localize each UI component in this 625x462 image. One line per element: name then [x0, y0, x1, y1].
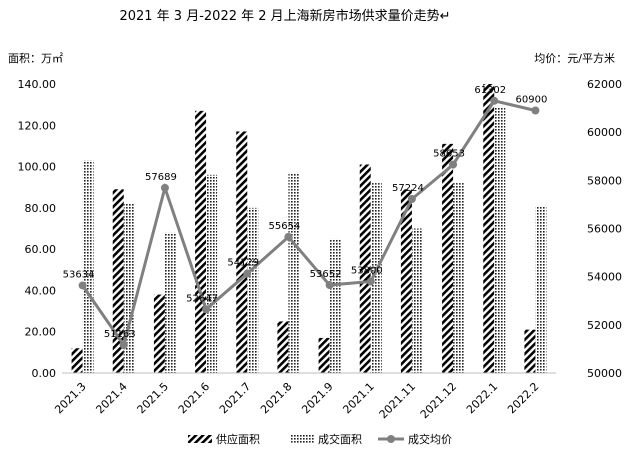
- x-tick-label: 2022.2: [505, 380, 541, 416]
- bar-series-group: [71, 84, 547, 373]
- x-tick-label: 2021.5: [135, 380, 171, 416]
- y-left-tick-label: 0.00: [32, 367, 57, 380]
- data-label-avg-price: 57689: [145, 172, 177, 183]
- bar-supply-area: [112, 189, 124, 373]
- x-tick-label: 2021.7: [217, 380, 253, 416]
- legend: 供应面积 成交面积 成交均价: [188, 432, 452, 446]
- data-label-avg-price: 53634: [63, 269, 95, 280]
- bar-deal-area: [535, 205, 547, 373]
- line-point-avg-price: [243, 269, 252, 278]
- legend-label-supply: 供应面积: [216, 432, 260, 446]
- x-axis-ticks: 2021.3 2021.4 2021.5 2021.6 2021.7 2021.8 2021…: [52, 380, 541, 421]
- legend-swatch-deal: [290, 435, 314, 443]
- y-left-tick-label: 120.00: [18, 119, 57, 132]
- bar-supply-area: [153, 294, 165, 373]
- y-axis-left-label: 面积：万㎡: [8, 52, 63, 65]
- line-point-avg-price: [490, 96, 499, 105]
- x-tick-label: 2021.6: [176, 380, 212, 416]
- data-label-avg-price: 51163: [104, 329, 136, 340]
- bar-supply-area: [236, 131, 248, 373]
- y-left-tick-label: 100.00: [18, 161, 57, 174]
- data-label-avg-price: 52647: [186, 293, 218, 304]
- bar-supply-area: [483, 84, 495, 373]
- line-point-avg-price: [202, 305, 211, 314]
- data-label-avg-price: 61302: [474, 85, 506, 96]
- x-tick-label: 2021.1: [340, 380, 376, 416]
- line-point-avg-price: [531, 106, 540, 115]
- bar-deal-area: [453, 183, 465, 373]
- y-right-tick-label: 58000: [587, 174, 622, 187]
- y-axis-right-ticks: 50000 52000 54000 56000 58000 60000 62000: [587, 78, 622, 380]
- y-right-tick-label: 62000: [587, 78, 622, 91]
- x-tick-label: 2021.9: [299, 380, 335, 416]
- line-point-avg-price: [407, 195, 416, 204]
- y-left-tick-label: 80.00: [25, 202, 57, 215]
- data-label-avg-price: 60900: [516, 94, 548, 105]
- y-axis-right-label: 均价：元/平方米: [534, 51, 615, 65]
- y-left-tick-label: 20.00: [25, 326, 57, 339]
- bar-deal-area: [494, 106, 506, 373]
- y-right-tick-label: 60000: [587, 126, 622, 139]
- bar-supply-area: [359, 164, 371, 373]
- y-left-tick-label: 40.00: [25, 284, 57, 297]
- data-label-avg-price: 53800: [351, 265, 383, 276]
- y-right-tick-label: 52000: [587, 319, 622, 332]
- x-tick-label: 2021.4: [93, 380, 129, 416]
- bar-deal-area: [247, 207, 259, 373]
- x-tick-label: 2021.12: [418, 380, 459, 421]
- legend-label-price: 成交均价: [408, 432, 452, 446]
- bar-deal-area: [164, 232, 176, 373]
- bar-supply-area: [442, 143, 454, 373]
- data-label-avg-price: 53652: [310, 269, 342, 280]
- y-axis-left-ticks: 0.00 20.00 40.00 60.00 80.00 100.00 120.00 140.…: [18, 78, 57, 380]
- y-right-tick-label: 50000: [587, 367, 622, 380]
- bar-deal-area: [370, 183, 382, 373]
- bar-deal-area: [82, 160, 94, 373]
- data-label-avg-price: 54129: [227, 258, 259, 269]
- line-avg-price: [81, 99, 536, 349]
- line-point-avg-price: [325, 281, 334, 290]
- legend-marker-price: [387, 435, 395, 443]
- y-right-tick-label: 56000: [587, 223, 622, 236]
- bar-deal-area: [206, 174, 218, 373]
- bar-deal-area: [411, 228, 423, 373]
- bar-supply-area: [318, 337, 330, 373]
- bar-supply-area: [524, 329, 536, 373]
- data-label-avg-price: 58653: [433, 149, 465, 160]
- bar-supply-area: [71, 348, 83, 373]
- y-left-tick-label: 140.00: [18, 78, 57, 91]
- legend-swatch-supply: [188, 435, 212, 443]
- line-point-avg-price: [366, 277, 375, 286]
- bar-deal-area: [329, 238, 341, 373]
- x-tick-label: 2021.3: [52, 380, 88, 416]
- data-label-avg-price: 57224: [392, 183, 424, 194]
- line-point-avg-price: [284, 232, 293, 241]
- y-left-tick-label: 60.00: [25, 243, 57, 256]
- chart-title: 2021 年 3 月-2022 年 2 月上海新房市场供求量价走势↵: [119, 8, 450, 24]
- legend-label-deal: 成交面积: [318, 432, 362, 446]
- data-label-avg-price: 55654: [269, 221, 301, 232]
- x-tick-label: 2021.11: [377, 380, 418, 421]
- line-point-avg-price: [78, 281, 87, 290]
- line-point-avg-price: [449, 160, 458, 169]
- y-right-tick-label: 54000: [587, 271, 622, 284]
- line-point-avg-price: [160, 183, 169, 192]
- bar-deal-area: [123, 203, 135, 373]
- x-tick-label: 2021.8: [258, 380, 294, 416]
- x-tick-label: 2022.1: [464, 380, 500, 416]
- bar-supply-area: [400, 189, 412, 373]
- bar-deal-area: [288, 172, 300, 373]
- line-point-avg-price: [119, 340, 128, 349]
- bar-supply-area: [277, 321, 289, 373]
- line-series-group: 53634 51163 57689 52647 54129 55654 53652 53800…: [63, 85, 548, 349]
- bar-supply-area: [195, 110, 207, 373]
